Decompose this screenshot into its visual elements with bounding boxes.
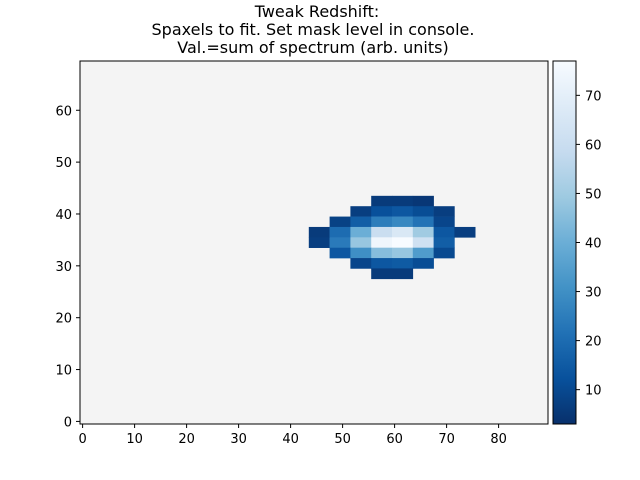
x-tick-label: 30 xyxy=(230,432,247,447)
title-line-2: Spaxels to fit. Set mask level in consol… xyxy=(152,20,475,39)
y-tick-label: 10 xyxy=(55,364,72,379)
colorbar xyxy=(552,60,577,425)
heatmap-cell xyxy=(433,206,455,217)
heatmap-cell xyxy=(371,206,393,217)
heatmap-cell xyxy=(371,226,393,238)
y-tick-label: 30 xyxy=(55,260,72,275)
heatmap-cell xyxy=(371,258,393,269)
heatmap-cell xyxy=(350,237,372,248)
x-tick-label: 10 xyxy=(126,432,143,447)
title-line-3: Val.=sum of spectrum (arb. units) xyxy=(177,38,448,57)
x-tick-label: 40 xyxy=(282,432,299,447)
heatmap-cell xyxy=(308,237,330,248)
heatmap-cell xyxy=(433,226,455,238)
x-tick-label: 60 xyxy=(386,432,403,447)
heatmap-cell xyxy=(412,226,434,238)
heatmap-cell xyxy=(412,247,434,259)
x-tick-label: 70 xyxy=(438,432,455,447)
plot-frame xyxy=(79,60,549,425)
title-line-1: Tweak Redshift: xyxy=(254,2,380,21)
heatmap-cell xyxy=(412,216,434,228)
heatmap-cell xyxy=(392,258,414,269)
x-tick-label: 80 xyxy=(490,432,507,447)
heatmap-cell xyxy=(350,247,372,259)
heatmap-cell xyxy=(371,237,393,248)
y-tick-label: 20 xyxy=(55,312,72,327)
heatmap-cell xyxy=(329,247,351,259)
heatmap-cell xyxy=(371,216,393,228)
colorbar-tick-label: 50 xyxy=(585,187,602,202)
colorbar-tick-label: 20 xyxy=(585,335,602,350)
heatmap-cell xyxy=(392,195,414,207)
heatmap-cell xyxy=(350,226,372,238)
x-tick-label: 50 xyxy=(334,432,351,447)
heatmap-cell xyxy=(433,247,455,259)
colorbar-tick-label: 40 xyxy=(585,237,602,252)
heatmap-cell xyxy=(392,206,414,217)
x-tick-label: 0 xyxy=(78,432,86,447)
y-tick-label: 60 xyxy=(55,104,72,119)
heatmap-cells xyxy=(308,195,476,280)
heatmap-cell xyxy=(412,258,434,269)
heatmap-cell xyxy=(412,237,434,248)
colorbar-tick-label: 30 xyxy=(585,286,602,301)
heatmap-cell xyxy=(371,195,393,207)
heatmap-cell xyxy=(412,206,434,217)
heatmap-cell xyxy=(392,268,414,280)
chart-title: Tweak Redshift: Spaxels to fit. Set mask… xyxy=(152,2,475,57)
colorbar-axis: 10 20 30 40 50 60 70 xyxy=(576,89,602,399)
heatmap-cell xyxy=(412,195,434,207)
heatmap-cell xyxy=(433,216,455,228)
heatmap-cell xyxy=(329,237,351,248)
heatmap-cell xyxy=(350,258,372,269)
heatmap-cell xyxy=(329,226,351,238)
x-tick-label: 20 xyxy=(178,432,195,447)
heatmap-cell xyxy=(433,237,455,248)
y-tick-label: 40 xyxy=(55,208,72,223)
heatmap-cell xyxy=(392,226,414,238)
heatmap-cell xyxy=(454,226,476,238)
y-tick-label: 50 xyxy=(55,156,72,171)
heatmap-cell xyxy=(392,216,414,228)
heatmap-cell xyxy=(371,268,393,280)
y-axis: 0 10 20 30 40 50 60 xyxy=(55,104,80,430)
heatmap-cell xyxy=(392,237,414,248)
heatmap-cell xyxy=(350,206,372,217)
colorbar-tick-label: 70 xyxy=(585,89,602,104)
heatmap-cell xyxy=(308,226,330,238)
y-tick-label: 0 xyxy=(64,415,72,430)
heatmap-cell xyxy=(329,216,351,228)
x-axis: 0 10 20 30 40 50 60 70 80 xyxy=(78,424,507,447)
heatmap-cell xyxy=(350,216,372,228)
colorbar-tick-label: 10 xyxy=(585,384,602,399)
heatmap-cell xyxy=(371,247,393,259)
heatmap-cell xyxy=(392,247,414,259)
colorbar-tick-label: 60 xyxy=(585,138,602,153)
